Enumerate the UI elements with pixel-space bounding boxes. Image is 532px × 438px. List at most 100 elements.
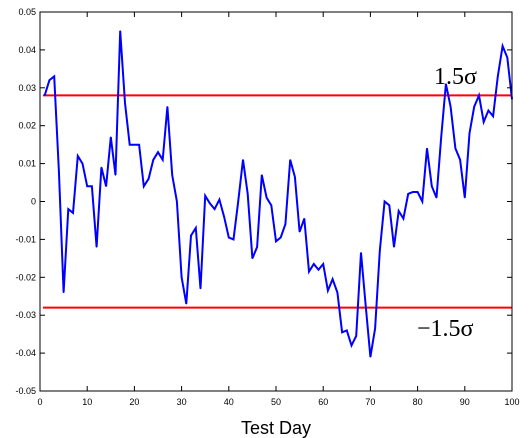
y-tick-label: -0.02 [15, 272, 36, 282]
data-point [209, 202, 211, 204]
data-point [190, 235, 192, 237]
data-point [454, 147, 456, 150]
data-point [218, 199, 220, 201]
data-point [374, 327, 376, 330]
x-tick-label: 90 [460, 397, 470, 407]
reference-lines [43, 94, 512, 309]
data-point [303, 217, 305, 220]
data-point [341, 331, 343, 333]
data-point [355, 335, 357, 337]
data-point [58, 170, 60, 172]
data-point [379, 250, 381, 252]
data-point [280, 236, 282, 239]
data-point [369, 356, 371, 358]
series-group [43, 30, 513, 358]
data-point [412, 191, 414, 193]
x-tick-label: 60 [318, 397, 328, 407]
data-point [265, 197, 268, 199]
x-tick-label: 20 [129, 397, 139, 407]
data-point [289, 159, 291, 161]
data-point [317, 269, 320, 271]
data-point [483, 121, 485, 123]
data-point [228, 236, 230, 239]
data-point [237, 200, 239, 203]
data-point [138, 144, 140, 146]
data-point [124, 102, 126, 104]
data-point [497, 75, 499, 78]
data-point [501, 45, 504, 47]
data-point [162, 159, 164, 161]
data-point [313, 263, 315, 265]
data-point [431, 185, 433, 187]
data-point [407, 193, 409, 195]
y-tick-label: -0.04 [15, 348, 36, 358]
data-point [440, 136, 442, 138]
data-point [388, 204, 390, 206]
data-point [232, 238, 235, 240]
data-point [63, 291, 65, 294]
data-point [464, 197, 466, 199]
y-tick-label: 0 [31, 197, 36, 207]
y-tick-label: -0.03 [15, 310, 36, 320]
data-point [96, 246, 98, 248]
data-point [214, 208, 216, 210]
y-tick-label: 0.01 [18, 159, 36, 169]
x-tick-label: 40 [224, 397, 234, 407]
data-point [398, 210, 400, 212]
data-point [48, 79, 51, 81]
data-point [336, 291, 338, 294]
data-point [129, 144, 131, 146]
data-point [308, 271, 310, 273]
data-point [421, 200, 423, 203]
data-point [402, 217, 405, 220]
data-point [256, 246, 258, 248]
y-tick-label: 0.04 [18, 45, 36, 55]
data-point [176, 200, 178, 203]
data-point [77, 155, 79, 157]
data-point [294, 176, 296, 178]
x-tick-label: 10 [82, 397, 92, 407]
data-point [275, 240, 277, 242]
data-point [204, 195, 206, 197]
x-tick-label: 70 [365, 397, 375, 407]
data-point [322, 263, 324, 265]
data-point [185, 303, 187, 305]
y-tick-label: 0.05 [18, 7, 36, 17]
data-point [478, 94, 480, 96]
data-point [67, 208, 69, 210]
data-point [383, 200, 386, 203]
data-point [251, 257, 253, 259]
data-point [171, 174, 173, 176]
data-point [72, 212, 74, 214]
data-point [346, 329, 348, 331]
data-point [261, 174, 263, 176]
data-point [450, 106, 452, 108]
data-point [157, 151, 159, 153]
data-point [86, 185, 88, 187]
data-point [110, 136, 112, 138]
data-point [133, 144, 135, 146]
data-point [100, 166, 102, 168]
data-point [105, 185, 107, 187]
data-point [81, 163, 84, 165]
upper-threshold-label: 1.5σ [434, 64, 477, 90]
series-line [43, 30, 513, 358]
data-point [459, 159, 461, 161]
data-point [270, 204, 272, 206]
data-point [445, 83, 447, 85]
ticks: 0 10 20 30 40 50 60 70 80 90 100 -0.05 -0.04 -0.03 -0.… [15, 7, 519, 407]
x-tick-label: 0 [37, 397, 42, 407]
data-point [435, 197, 438, 199]
data-point [53, 75, 55, 78]
lower-threshold-label: −1.5σ [417, 316, 474, 342]
data-point [147, 178, 150, 180]
data-point [468, 132, 471, 134]
data-point [114, 174, 117, 176]
x-tick-label: 100 [504, 397, 519, 407]
y-tick-label: -0.05 [15, 386, 36, 396]
data-point [299, 231, 301, 233]
x-axis-label: Test Day [241, 418, 311, 438]
data-point [506, 56, 508, 59]
data-point [44, 94, 46, 96]
